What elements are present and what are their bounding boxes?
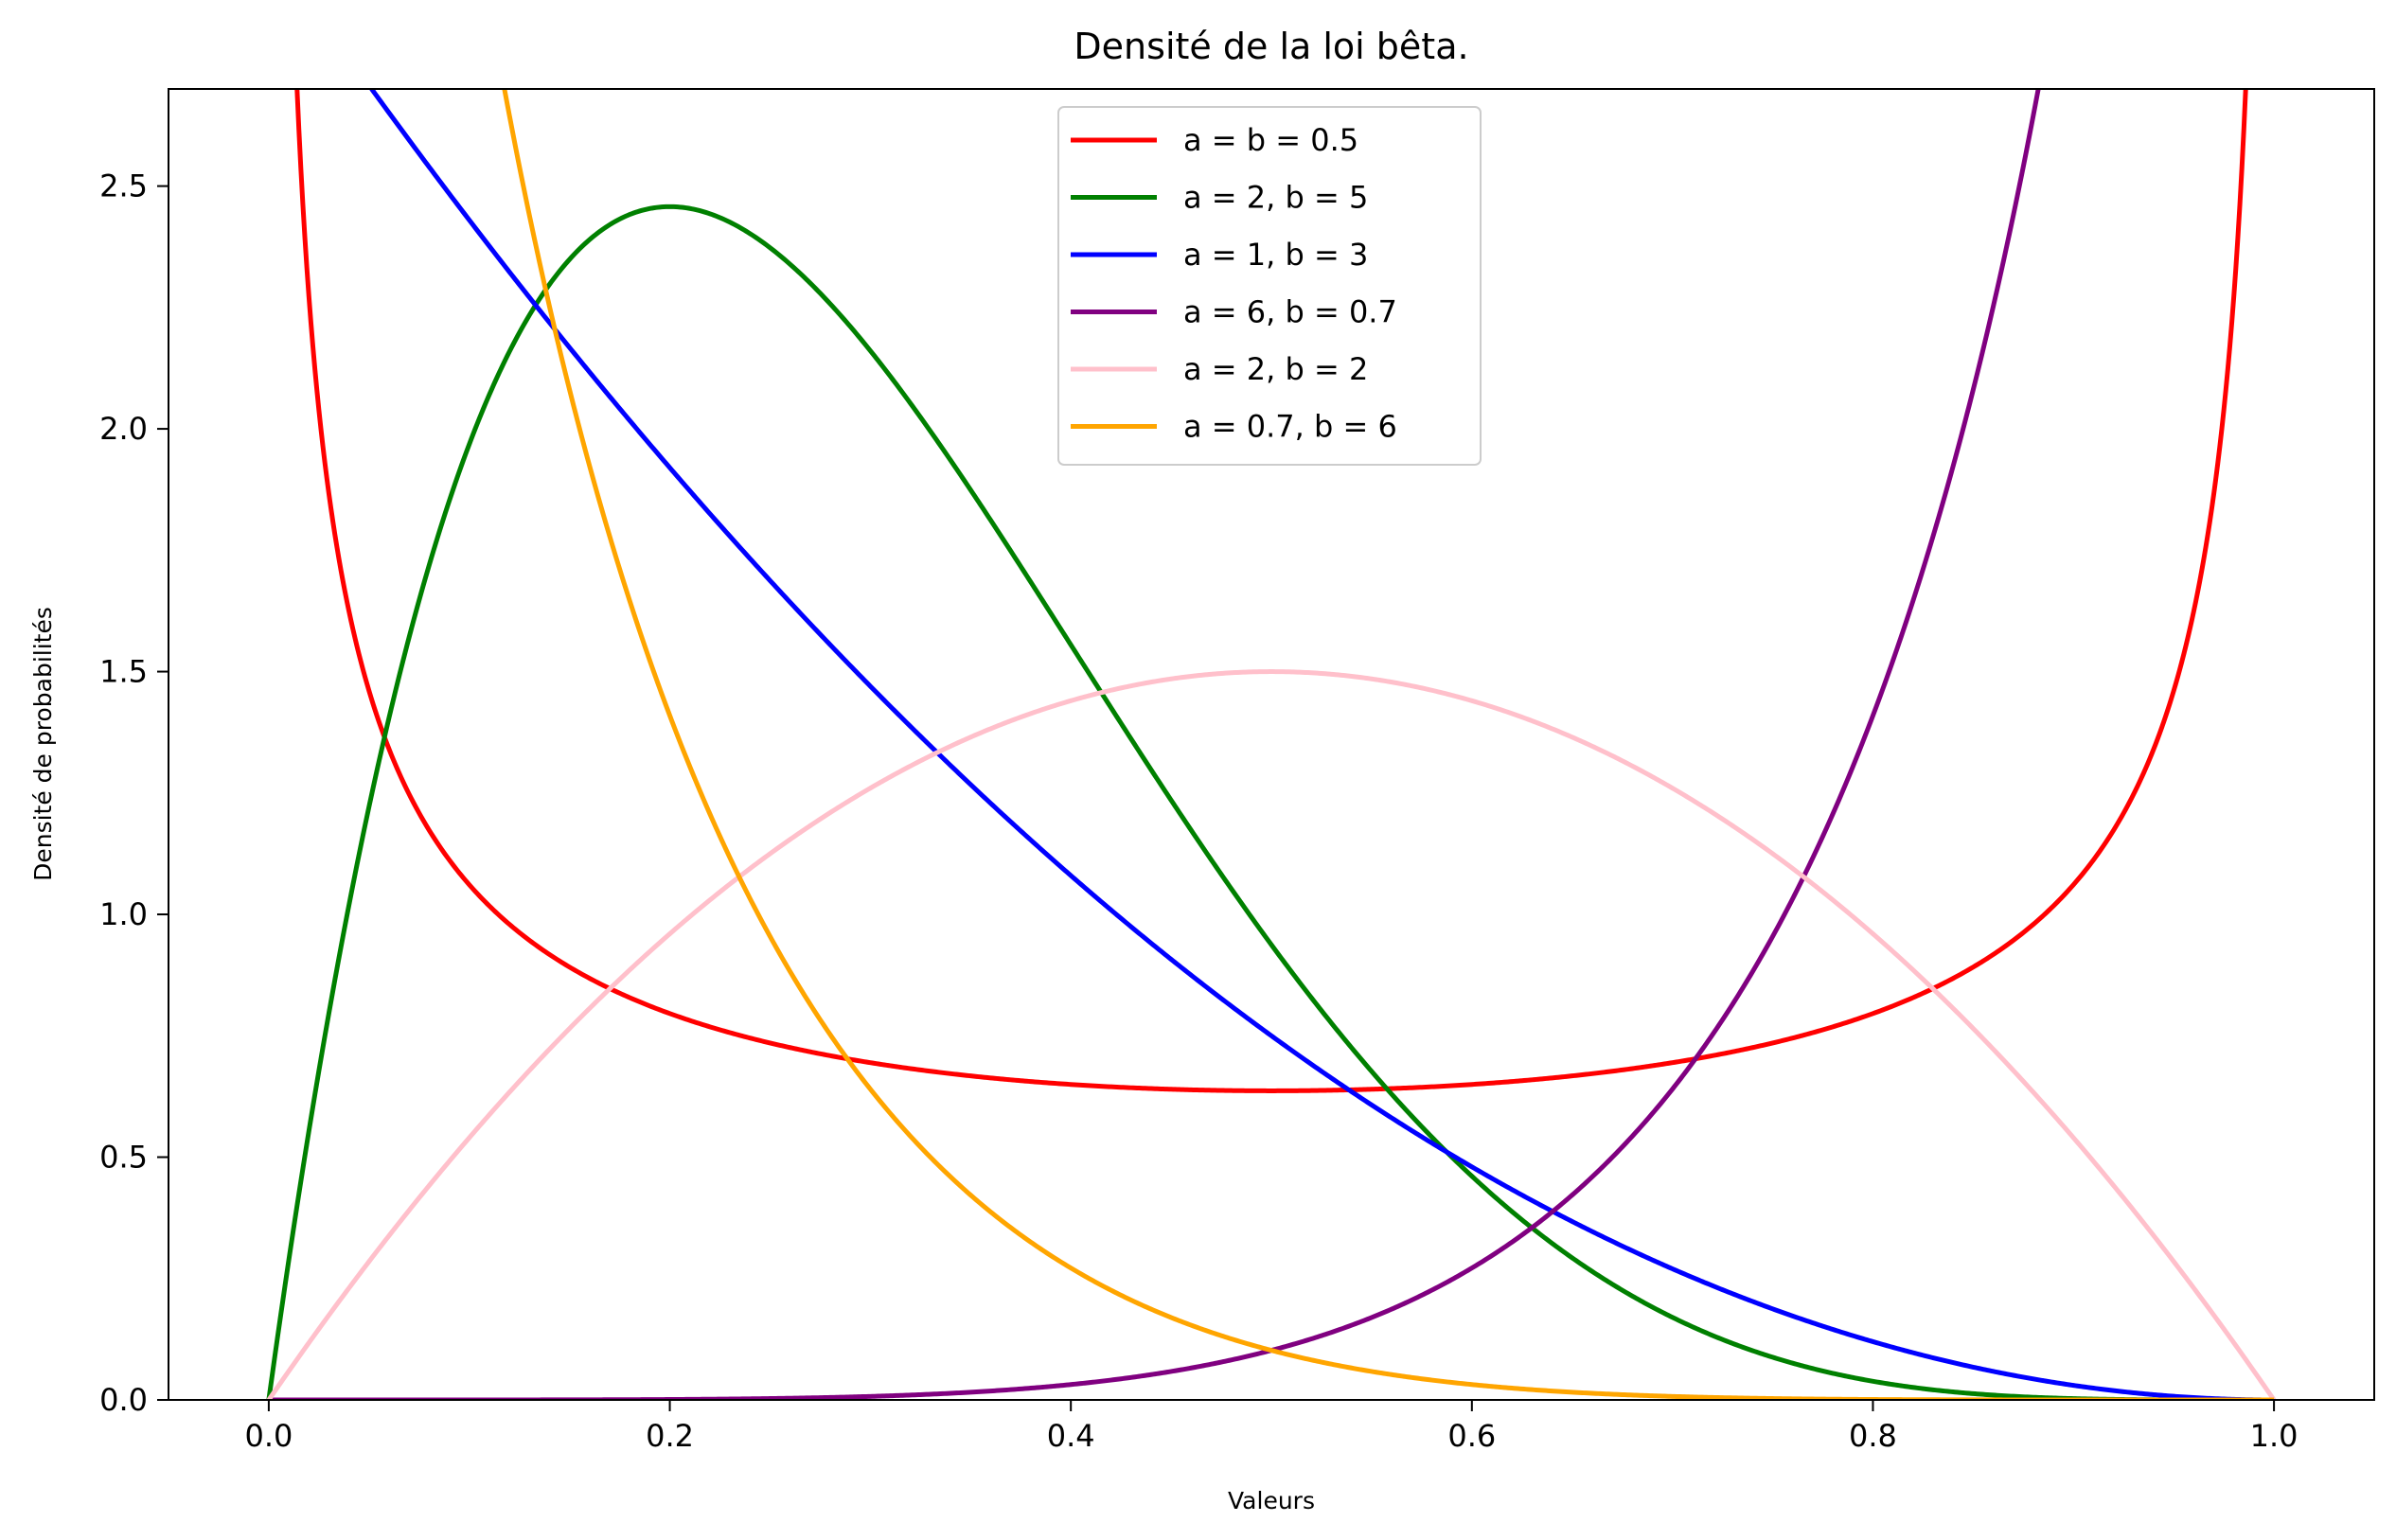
- legend-label-5: a = 2, b = 2: [1183, 351, 1368, 387]
- x-tick-label: 0.2: [646, 1418, 694, 1454]
- x-axis-ticks: 0.0 0.2 0.4 0.6 0.8 1.0: [244, 1400, 2298, 1454]
- y-tick-label: 1.5: [99, 654, 148, 690]
- legend-entries: a = b = 0.5 a = 2, b = 5 a = 1, b = 3 a = 6…: [1071, 122, 1397, 445]
- legend-label-2: a = 2, b = 5: [1183, 180, 1368, 216]
- y-tick-label: 2.5: [99, 168, 148, 204]
- series-line-1: [294, 89, 2248, 1093]
- y-axis-label: Densité de probabilités: [29, 607, 57, 881]
- series-line-3: [368, 89, 2275, 1400]
- series-line-2: [266, 204, 2275, 1400]
- y-tick-label: 0.0: [99, 1382, 148, 1418]
- legend-label-1: a = b = 0.5: [1183, 122, 1358, 158]
- y-axis-ticks: 0.0 0.5 1.0 1.5 2.0 2.5: [99, 168, 169, 1418]
- legend: a = b = 0.5 a = 2, b = 5 a = 1, b = 3 a = 6…: [1057, 106, 1482, 466]
- legend-label-6: a = 0.7, b = 6: [1183, 409, 1397, 445]
- y-tick-label: 0.5: [99, 1140, 148, 1176]
- chart-title: Densité de la loi bêta.: [1074, 26, 1468, 67]
- legend-label-4: a = 6, b = 0.7: [1183, 294, 1397, 330]
- x-tick-label: 0.6: [1447, 1418, 1496, 1454]
- x-tick-label: 0.4: [1047, 1418, 1095, 1454]
- series-line-5: [266, 669, 2277, 1400]
- x-axis-label: Valeurs: [1228, 1487, 1315, 1514]
- legend-label-3: a = 1, b = 3: [1183, 237, 1368, 273]
- plot-frame: [168, 88, 2375, 1401]
- x-tick-label: 0.0: [244, 1418, 293, 1454]
- x-tick-label: 0.8: [1849, 1418, 1897, 1454]
- x-tick-label: 1.0: [2250, 1418, 2298, 1454]
- y-tick-label: 1.0: [99, 896, 148, 932]
- y-tick-label: 2.0: [99, 411, 148, 447]
- legend-box: [1057, 106, 1482, 466]
